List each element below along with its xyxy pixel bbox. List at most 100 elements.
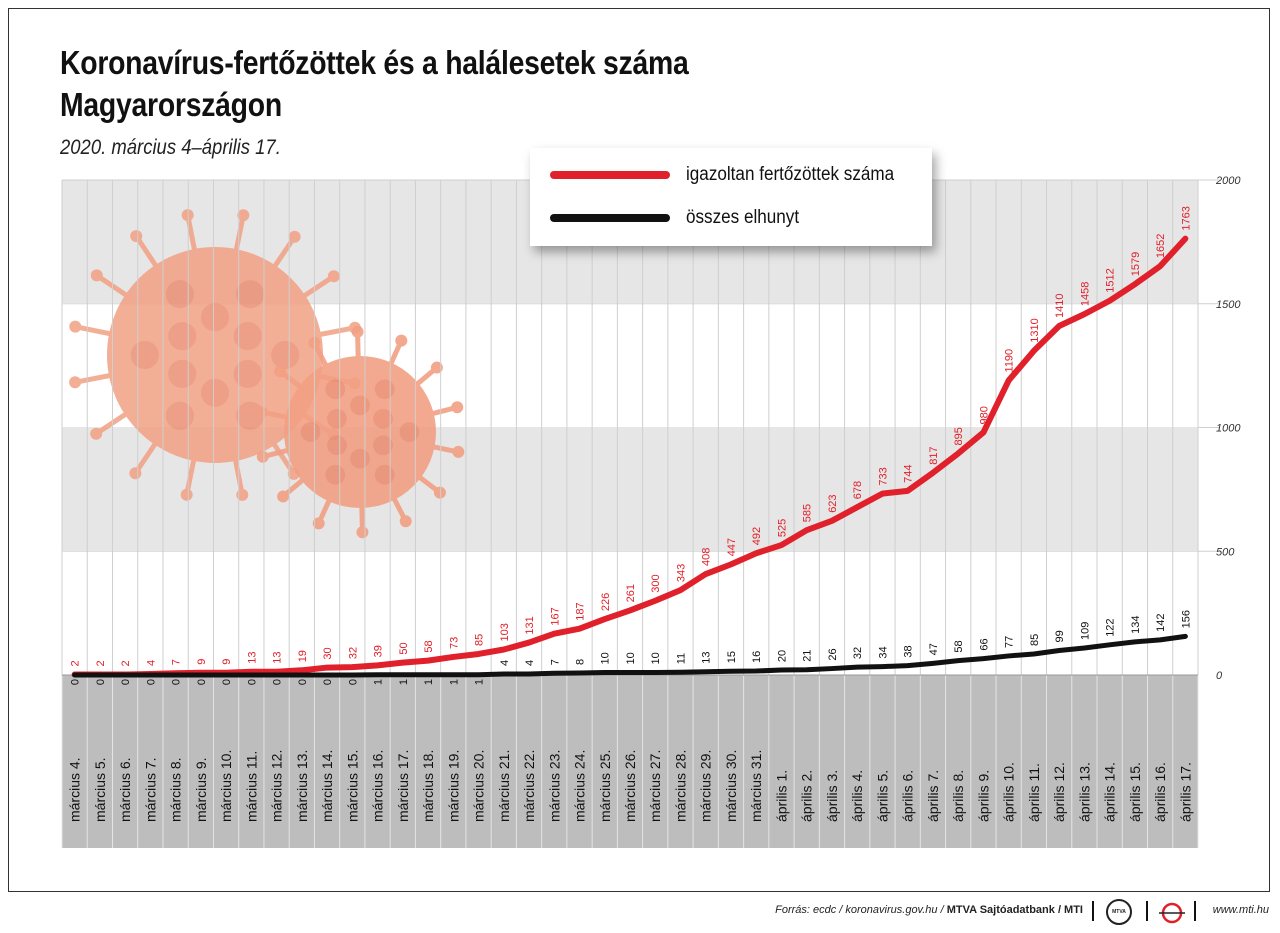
data-label-infected: 39 bbox=[373, 645, 385, 657]
data-label-deaths: 10 bbox=[625, 652, 637, 664]
data-label-deaths: 26 bbox=[827, 648, 839, 660]
virus-spot bbox=[374, 464, 395, 485]
data-label-infected: 744 bbox=[903, 465, 915, 483]
legend-label-infected: igazoltan fertőzöttek száma bbox=[686, 164, 895, 185]
series-line-infected bbox=[71, 235, 1189, 678]
separator bbox=[1146, 901, 1148, 921]
virus-spike-tip bbox=[180, 488, 193, 501]
data-label-infected: 4 bbox=[145, 660, 157, 666]
data-label-deaths: 38 bbox=[903, 645, 915, 657]
chart-subtitle: 2020. március 4–április 17. bbox=[60, 136, 281, 159]
x-tick-label: március 21. bbox=[496, 750, 512, 822]
x-tick-label: március 17. bbox=[395, 750, 411, 822]
x-tick-label: március 5. bbox=[92, 757, 108, 822]
data-label-deaths: 32 bbox=[852, 647, 864, 659]
x-tick-label: március 22. bbox=[521, 750, 537, 822]
virus-spike-tip bbox=[351, 325, 364, 338]
y-tick-label: 500 bbox=[1216, 546, 1235, 558]
data-label-deaths: 122 bbox=[1105, 618, 1117, 636]
x-tick-label: április 6. bbox=[900, 770, 916, 822]
virus-spike-tip bbox=[69, 376, 82, 389]
virus-spot bbox=[165, 280, 194, 309]
virus-body bbox=[107, 247, 323, 463]
data-label-deaths: 0 bbox=[95, 679, 107, 685]
virus-spike-tip bbox=[236, 488, 249, 501]
data-label-infected: 300 bbox=[650, 574, 662, 592]
data-label-infected: 167 bbox=[549, 607, 561, 625]
x-tick-label: április 3. bbox=[824, 770, 840, 822]
virus-spot bbox=[327, 435, 347, 456]
data-label-infected: 73 bbox=[448, 637, 460, 649]
virus-spike-tip bbox=[129, 467, 142, 480]
virus-spike-tip bbox=[312, 517, 325, 530]
virus-spike-tip bbox=[255, 406, 268, 419]
x-tick-label: április 11. bbox=[1026, 763, 1042, 822]
x-tick-label: április 4. bbox=[849, 770, 865, 822]
y-tick-label: 1500 bbox=[1216, 299, 1241, 311]
data-label-deaths: 58 bbox=[953, 640, 965, 652]
y-tick-label: 2000 bbox=[1215, 175, 1241, 187]
virus-spike-tip bbox=[395, 334, 408, 347]
data-label-infected: 9 bbox=[196, 659, 208, 665]
x-tick-label: március 11. bbox=[243, 751, 259, 822]
virus-spot bbox=[399, 422, 420, 442]
x-tick-label: március 6. bbox=[117, 757, 133, 822]
data-label-deaths: 66 bbox=[978, 638, 990, 650]
separator bbox=[1194, 901, 1196, 921]
data-label-deaths: 21 bbox=[802, 650, 814, 662]
virus-spike-tip bbox=[356, 526, 369, 539]
virus-spike-tip bbox=[430, 361, 443, 374]
virus-spike-tip bbox=[288, 230, 301, 243]
x-tick-label: március 7. bbox=[142, 757, 158, 822]
virus-spot bbox=[271, 340, 300, 370]
y-tick-labels: 0 500 1000 1500 2000 bbox=[1215, 175, 1241, 682]
data-label-infected: 623 bbox=[827, 494, 839, 512]
x-tick-label: április 13. bbox=[1076, 762, 1092, 822]
x-tick-label: április 9. bbox=[975, 770, 991, 822]
data-label-deaths: 0 bbox=[120, 679, 132, 685]
virus-spot bbox=[374, 379, 395, 400]
virus-spike-tip bbox=[256, 450, 269, 463]
data-label-infected: 1410 bbox=[1054, 294, 1066, 318]
data-label-deaths: 109 bbox=[1079, 622, 1091, 640]
site-url: www.mti.hu bbox=[1212, 904, 1269, 916]
data-label-infected: 343 bbox=[675, 564, 687, 582]
virus-spot bbox=[200, 303, 230, 332]
data-label-infected: 408 bbox=[701, 548, 713, 566]
data-label-infected: 2 bbox=[120, 660, 132, 666]
x-tick-label: március 15. bbox=[344, 750, 360, 822]
data-label-deaths: 8 bbox=[575, 659, 587, 665]
data-label-infected: 103 bbox=[499, 623, 511, 641]
data-label-deaths: 0 bbox=[145, 679, 157, 685]
virus-spike-tip bbox=[274, 365, 287, 378]
data-label-deaths: 0 bbox=[297, 679, 309, 685]
x-tick-label: március 30. bbox=[723, 750, 739, 822]
data-label-deaths: 11 bbox=[675, 653, 687, 664]
data-label-deaths: 77 bbox=[1004, 636, 1016, 648]
coronavirus-illustration bbox=[69, 209, 465, 539]
data-label-deaths: 134 bbox=[1130, 615, 1142, 633]
data-label-infected: 678 bbox=[852, 481, 864, 499]
x-tick-label: április 7. bbox=[925, 770, 941, 822]
data-label-infected: 1190 bbox=[1004, 349, 1016, 373]
x-tick-label: március 12. bbox=[269, 750, 285, 822]
virus-spot bbox=[236, 280, 265, 309]
data-label-deaths: 4 bbox=[499, 660, 511, 666]
x-tick-label: március 27. bbox=[647, 750, 663, 822]
x-tick-label: április 17. bbox=[1177, 762, 1193, 822]
data-label-deaths: 1 bbox=[423, 679, 435, 685]
x-tick-label: március 26. bbox=[622, 750, 638, 822]
data-label-infected: 895 bbox=[953, 427, 965, 445]
data-label-deaths: 0 bbox=[196, 679, 208, 685]
virus-spot bbox=[350, 448, 370, 469]
data-label-infected: 1763 bbox=[1180, 206, 1192, 230]
source-text: Forrás: ecdc / koronavirus.gov.hu / MTVA… bbox=[775, 904, 1083, 916]
x-tick-label: április 12. bbox=[1051, 762, 1067, 822]
data-label-deaths: 1 bbox=[448, 679, 460, 685]
virus-spike-tip bbox=[237, 209, 250, 222]
x-tick-label: március 31. bbox=[748, 750, 764, 822]
virus-small bbox=[255, 325, 465, 539]
data-label-deaths: 10 bbox=[600, 652, 612, 664]
virus-spot bbox=[200, 378, 230, 407]
